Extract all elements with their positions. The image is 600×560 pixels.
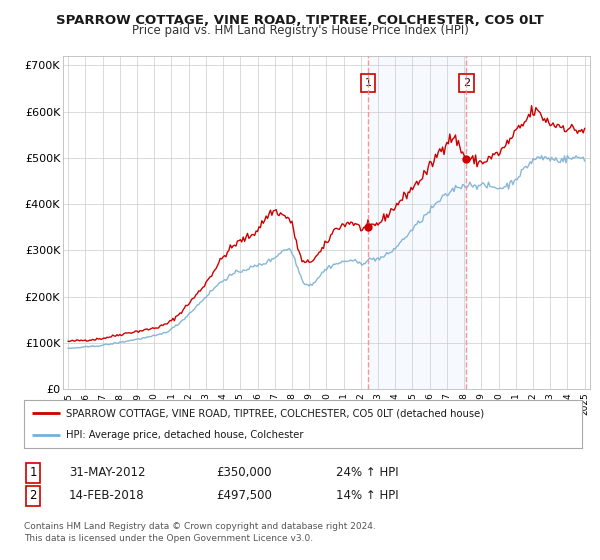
- Bar: [368, 56, 466, 389]
- Text: Price paid vs. HM Land Registry's House Price Index (HPI): Price paid vs. HM Land Registry's House …: [131, 24, 469, 37]
- Text: 1: 1: [29, 466, 37, 479]
- Text: 14% ↑ HPI: 14% ↑ HPI: [336, 489, 398, 502]
- Text: 2: 2: [29, 489, 37, 502]
- Text: 1: 1: [365, 78, 371, 88]
- Text: 14-FEB-2018: 14-FEB-2018: [69, 489, 145, 502]
- Text: SPARROW COTTAGE, VINE ROAD, TIPTREE, COLCHESTER, CO5 0LT (detached house): SPARROW COTTAGE, VINE ROAD, TIPTREE, COL…: [66, 408, 484, 418]
- Text: HPI: Average price, detached house, Colchester: HPI: Average price, detached house, Colc…: [66, 430, 304, 440]
- Text: 24% ↑ HPI: 24% ↑ HPI: [336, 466, 398, 479]
- Text: 31-MAY-2012: 31-MAY-2012: [69, 466, 146, 479]
- Text: SPARROW COTTAGE, VINE ROAD, TIPTREE, COLCHESTER, CO5 0LT: SPARROW COTTAGE, VINE ROAD, TIPTREE, COL…: [56, 14, 544, 27]
- Text: 2: 2: [463, 78, 470, 88]
- Text: Contains HM Land Registry data © Crown copyright and database right 2024.
This d: Contains HM Land Registry data © Crown c…: [24, 522, 376, 543]
- Text: £350,000: £350,000: [216, 466, 271, 479]
- Text: £497,500: £497,500: [216, 489, 272, 502]
